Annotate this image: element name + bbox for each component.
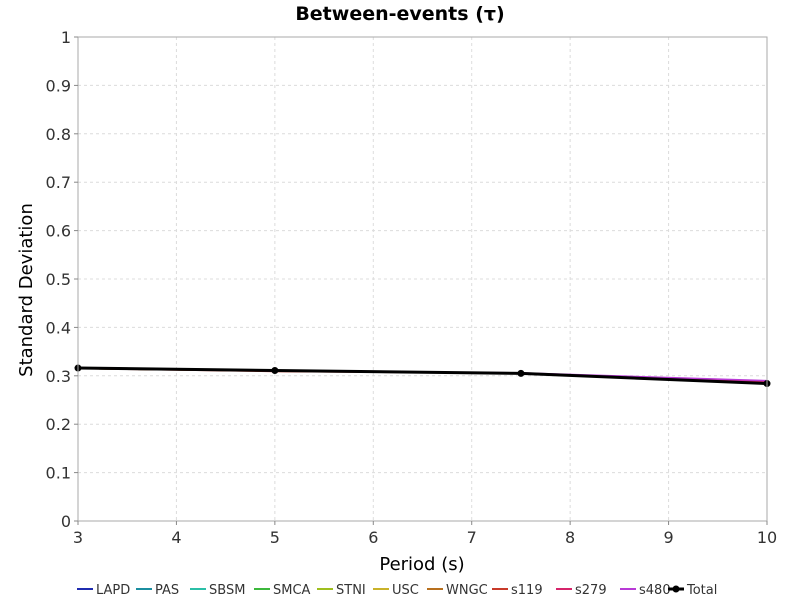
data-series-group	[74, 364, 771, 388]
legend-label: s119	[511, 583, 543, 598]
x-tick-label: 10	[757, 528, 777, 547]
y-tick-label: 0.1	[46, 464, 71, 483]
y-tick-label: 0.6	[46, 222, 71, 241]
legend-label: s279	[575, 583, 607, 598]
grid	[77, 36, 768, 522]
legend-label: USC	[392, 583, 419, 598]
y-tick-label: 1	[61, 28, 71, 47]
y-tick-label: 0.5	[46, 270, 71, 289]
legend-item-usc: USC	[373, 583, 419, 598]
series-line-total	[77, 366, 768, 386]
y-tick-label: 0.8	[46, 125, 71, 144]
y-tick-label: 0.4	[46, 318, 71, 337]
data-point-total	[271, 366, 279, 374]
legend-label: WNGC	[446, 583, 488, 598]
data-point-total	[517, 369, 525, 377]
legend-item-stni: STNI	[317, 583, 366, 598]
legend-label: Total	[686, 583, 717, 598]
legend-label: PAS	[155, 583, 179, 598]
legend-item-pas: PAS	[136, 583, 179, 598]
legend-label: SBSM	[209, 583, 245, 598]
x-tick-label: 5	[270, 528, 280, 547]
x-tick-label: 7	[467, 528, 477, 547]
x-tick-label: 9	[663, 528, 673, 547]
legend-item-wngc: WNGC	[427, 583, 488, 598]
x-tick-label: 3	[73, 528, 83, 547]
y-tick-label: 0.7	[46, 173, 71, 192]
legend-item-s279: s279	[556, 583, 607, 598]
chart-title: Between-events (τ)	[295, 3, 504, 25]
y-tick-label: 0.3	[46, 367, 71, 386]
legend-item-smca: SMCA	[254, 583, 311, 598]
y-axis: 0 0.1 0.2 0.3 0.4 0.5 0.6 0.7 0.8 0.9 1	[46, 28, 78, 531]
legend-item-total: Total	[668, 583, 717, 598]
x-tick-label: 8	[565, 528, 575, 547]
legend-label: LAPD	[96, 583, 130, 598]
legend-label: s480	[639, 583, 671, 598]
x-axis: 3 4 5 6 7 8 9 10	[73, 521, 777, 547]
x-axis-title: Period (s)	[379, 554, 464, 575]
y-tick-label: 0.9	[46, 76, 71, 95]
legend-item-lapd: LAPD	[77, 583, 130, 598]
legend-item-s480: s480	[620, 583, 671, 598]
legend-item-sbsm: SBSM	[190, 583, 245, 598]
legend-label: STNI	[336, 583, 366, 598]
x-tick-label: 6	[368, 528, 378, 547]
y-tick-label: 0.2	[46, 415, 71, 434]
y-tick-label: 0	[61, 512, 71, 531]
legend-marker	[672, 585, 680, 593]
y-axis-title: Standard Deviation	[16, 203, 37, 377]
legend: LAPD PAS SBSM SMCA STNI USC WNGC s119 s279 s480 To…	[77, 583, 717, 598]
legend-label: SMCA	[273, 583, 311, 598]
x-tick-label: 4	[171, 528, 181, 547]
legend-item-s119: s119	[492, 583, 543, 598]
